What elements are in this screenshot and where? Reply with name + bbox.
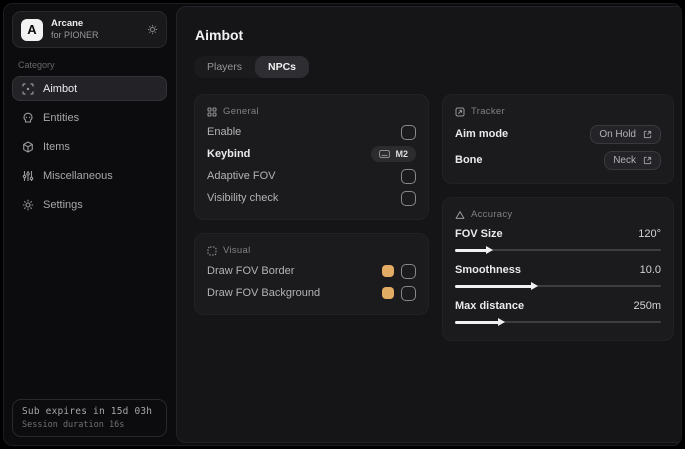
- max-distance-slider[interactable]: [455, 316, 661, 328]
- setting-label: Draw FOV Border: [207, 265, 295, 277]
- draw-fov-background-checkbox[interactable]: [401, 285, 416, 301]
- sliders-icon: [22, 170, 34, 182]
- slider-fill: [455, 284, 534, 288]
- slider-thumb[interactable]: [498, 318, 506, 326]
- gear-icon[interactable]: [147, 24, 158, 35]
- slider-fill: [455, 320, 501, 324]
- keybind-button[interactable]: M2: [371, 146, 416, 162]
- setting-label: Draw FOV Background: [207, 287, 321, 299]
- brand-subtitle: for PIONER: [51, 29, 99, 40]
- panel-title: Visual: [223, 245, 251, 256]
- setting-row-aim-mode: Aim mode On Hold: [455, 121, 661, 147]
- panel-visual: Visual Draw FOV Border Draw FOV Backgrou…: [194, 233, 429, 315]
- sidebar-item-label: Settings: [43, 198, 83, 211]
- sub-expiry-text: Sub expires in 15d 03h: [22, 406, 153, 417]
- setting-row-draw-fov-background: Draw FOV Background: [207, 282, 416, 304]
- package-icon: [22, 140, 34, 153]
- aim-mode-value: On Hold: [599, 128, 636, 140]
- grid-icon: [207, 107, 217, 117]
- focus-square-icon: [207, 246, 217, 256]
- setting-row-keybind: Keybind M2: [207, 143, 416, 165]
- panel-title: General: [223, 106, 259, 117]
- sidebar-nav: Aimbot Entities: [10, 76, 169, 217]
- setting-label: Max distance: [455, 300, 525, 312]
- max-distance-value: 250m: [633, 300, 661, 312]
- expand-icon: [643, 156, 652, 165]
- keyboard-icon: [379, 150, 391, 158]
- slider-fill: [455, 248, 488, 252]
- sidebar-item-label: Miscellaneous: [43, 169, 113, 182]
- aim-mode-dropdown[interactable]: On Hold: [590, 124, 661, 144]
- adaptive-fov-checkbox[interactable]: [401, 168, 416, 184]
- panel-accuracy: Accuracy FOV Size 120°: [442, 197, 674, 341]
- tab-players[interactable]: Players: [207, 61, 243, 73]
- smoothness-value: 10.0: [639, 264, 661, 276]
- sidebar-item-label: Items: [43, 140, 70, 153]
- fov-size-slider[interactable]: [455, 244, 661, 256]
- setting-label: FOV Size: [455, 228, 503, 240]
- smoothness-slider[interactable]: [455, 280, 661, 292]
- sidebar-item-aimbot[interactable]: Aimbot: [12, 76, 167, 102]
- panel-title: Accuracy: [471, 209, 513, 220]
- slider-thumb[interactable]: [485, 246, 493, 254]
- target-square-icon: [455, 107, 465, 117]
- skull-icon: [22, 112, 34, 124]
- panel-title: Tracker: [471, 106, 505, 117]
- slider-thumb[interactable]: [531, 282, 539, 290]
- brand-card: A Arcane for PIONER: [12, 11, 167, 49]
- fov-border-color-swatch[interactable]: [382, 265, 394, 277]
- slider-track: [455, 285, 661, 287]
- slider-track: [455, 249, 661, 251]
- setting-label: Adaptive FOV: [207, 170, 276, 182]
- brand-name: Arcane: [51, 18, 84, 29]
- slider-track: [455, 321, 661, 323]
- draw-fov-border-checkbox[interactable]: [401, 263, 416, 279]
- setting-label: Bone: [455, 154, 483, 166]
- setting-row-bone: Bone Neck: [455, 147, 661, 173]
- setting-row-adaptive-fov: Adaptive FOV: [207, 165, 416, 187]
- gear-icon: [22, 199, 34, 211]
- slider-group-fov-size: FOV Size 120°: [455, 225, 661, 256]
- brand-text: Arcane for PIONER: [51, 18, 139, 41]
- brand-logo: A: [21, 18, 43, 41]
- sidebar-item-label: Aimbot: [43, 82, 78, 95]
- expand-icon: [643, 130, 652, 139]
- sidebar-item-settings[interactable]: Settings: [12, 192, 167, 217]
- panel-general: General Enable Keybind: [194, 94, 429, 220]
- sidebar-item-miscellaneous[interactable]: Miscellaneous: [12, 163, 167, 188]
- setting-row-visibility-check: Visibility check: [207, 187, 416, 209]
- setting-label: Keybind: [207, 148, 251, 160]
- fov-size-value: 120°: [638, 228, 661, 240]
- setting-row-enable: Enable: [207, 121, 416, 143]
- panel-tracker: Tracker Aim mode On Hold: [442, 94, 674, 184]
- target-tabs: Players NPCs: [194, 56, 310, 78]
- keybind-value: M2: [395, 149, 408, 159]
- setting-label: Enable: [207, 126, 242, 138]
- main-content: Aimbot Players NPCs General: [176, 6, 681, 443]
- session-duration-text: Session duration 16s: [22, 420, 125, 430]
- sidebar-item-label: Entities: [43, 111, 80, 124]
- triangle-icon: [455, 210, 465, 220]
- page-title: Aimbot: [195, 27, 244, 43]
- bone-dropdown[interactable]: Neck: [604, 150, 661, 170]
- setting-label: Aim mode: [455, 128, 509, 140]
- setting-row-draw-fov-border: Draw FOV Border: [207, 260, 416, 282]
- app-window: A Arcane for PIONER Category: [3, 3, 682, 446]
- tab-npcs[interactable]: NPCs: [255, 56, 310, 78]
- sidebar-item-entities[interactable]: Entities: [12, 105, 167, 130]
- crosshair-scan-icon: [22, 83, 34, 95]
- slider-group-smoothness: Smoothness 10.0: [455, 261, 661, 292]
- fov-background-color-swatch[interactable]: [382, 287, 394, 299]
- bone-value: Neck: [613, 154, 636, 166]
- setting-label: Smoothness: [455, 264, 522, 276]
- enable-checkbox[interactable]: [401, 124, 416, 140]
- category-label: Category: [18, 60, 55, 71]
- sidebar-item-items[interactable]: Items: [12, 134, 167, 159]
- visibility-check-checkbox[interactable]: [401, 190, 416, 206]
- setting-label: Visibility check: [207, 192, 279, 204]
- subscription-card: Sub expires in 15d 03h Session duration …: [12, 399, 167, 437]
- slider-group-max-distance: Max distance 250m: [455, 297, 661, 328]
- sidebar: A Arcane for PIONER Category: [4, 4, 175, 445]
